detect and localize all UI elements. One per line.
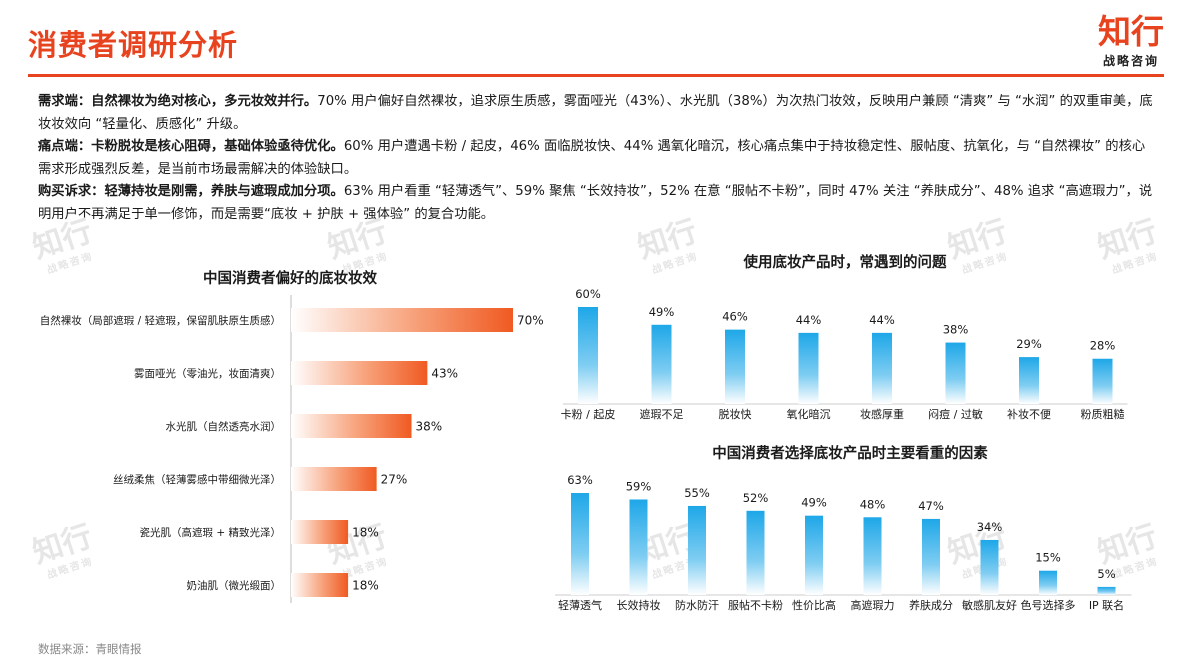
category-label: 色号选择多	[1021, 598, 1076, 612]
data-source: 数据来源：青眼情报	[38, 642, 142, 656]
bar	[922, 518, 940, 595]
category-label: 遮瑕不足	[640, 407, 684, 421]
category-label: 丝绒柔焦（轻薄雾感中带细微光泽）	[113, 473, 281, 486]
data-label: 70%	[517, 314, 544, 328]
summary-text: 70% 用户偏好自然裸妆，追求原生质感，雾面哑光（43%）、水光肌（38%）为次…	[38, 94, 1153, 132]
data-label: 60%	[575, 287, 601, 301]
category-label: 敏感肌友好	[962, 598, 1017, 612]
data-label: 18%	[352, 579, 379, 593]
bar	[629, 499, 648, 595]
summary-text: 63% 用户看重 “轻薄透气”、59% 聚焦 “长效持妆”，52% 在意 “服帖…	[38, 184, 1153, 222]
summary-pain: 痛点端：卡粉脱妆是核心阻碍，基础体验亟待优化。60% 用户遭遇卡粉 / 起皮，4…	[38, 136, 1158, 181]
bar	[725, 329, 745, 404]
bar	[746, 510, 765, 595]
category-label: 长效持妆	[617, 598, 661, 612]
category-label: 妆感厚重	[860, 407, 904, 421]
summary-text: 60% 用户遭遇卡粉 / 起皮，46% 面临脱妆快、44% 遇氧化暗沉，核心痛点…	[38, 139, 1146, 177]
category-label: 瓷光肌（高遮瑕 + 精致光泽）	[140, 526, 281, 539]
bar	[688, 505, 706, 595]
data-label: 63%	[567, 473, 593, 487]
bar	[863, 517, 882, 595]
category-label: 轻薄透气	[558, 598, 602, 612]
bar	[805, 515, 823, 595]
data-label: 34%	[977, 520, 1003, 534]
chart-title-preference: 中国消费者偏好的底妆妆效	[203, 271, 377, 287]
category-label: 性价比高	[792, 598, 836, 612]
bar	[291, 467, 377, 491]
category-label: 水光肌（自然透亮水润）	[166, 420, 282, 433]
category-label: IP 联名	[1089, 598, 1124, 612]
category-label: 高遮瑕力	[851, 598, 895, 612]
category-label: 养肤成分	[909, 598, 953, 612]
bar	[798, 332, 819, 404]
data-label: 18%	[352, 526, 379, 540]
bar	[291, 520, 349, 544]
bar	[945, 342, 966, 404]
summary-demand: 需求端：自然裸妆为绝对核心，多元妆效并行。70% 用户偏好自然裸妆，追求原生质感…	[38, 91, 1158, 136]
category-label: 服帖不卡粉	[728, 599, 783, 612]
chart-title-factors: 中国消费者选择底妆产品时主要看重的因素	[712, 446, 988, 462]
bar	[291, 308, 513, 332]
data-label: 46%	[722, 310, 748, 324]
data-label: 47%	[918, 499, 944, 513]
data-label: 38%	[943, 323, 969, 337]
category-label: 粉质粗糙	[1081, 407, 1125, 421]
category-label: 自然裸妆（局部遮瑕 / 轻遮瑕，保留肌肤原生质感）	[40, 314, 281, 327]
logo-sub-text: 战略咨询	[1102, 54, 1159, 68]
data-label: 5%	[1097, 567, 1115, 581]
summary-lead: 购买诉求：轻薄持妆是刚需，养肤与遮瑕成加分项。	[38, 184, 344, 199]
summary-lead: 需求端：自然裸妆为绝对核心，多元妆效并行。	[38, 94, 318, 109]
data-label: 29%	[1016, 337, 1042, 351]
bar	[1019, 357, 1039, 404]
data-label: 28%	[1090, 339, 1116, 353]
data-label: 44%	[796, 313, 822, 327]
bar	[291, 573, 349, 597]
category-label: 卡粉 / 起皮	[561, 408, 616, 421]
bar	[571, 493, 589, 595]
data-label: 43%	[431, 367, 458, 381]
logo-main-text: 知行	[1098, 12, 1164, 51]
bar	[291, 414, 412, 438]
chart-title-problems: 使用底妆产品时，常遇到的问题	[743, 255, 947, 271]
data-label: 44%	[869, 313, 895, 327]
title-divider	[28, 74, 1164, 77]
summary-purchase: 购买诉求：轻薄持妆是刚需，养肤与遮瑕成加分项。63% 用户看重 “轻薄透气”、5…	[38, 181, 1158, 226]
data-label: 59%	[626, 479, 652, 493]
page-title: 消费者调研分析	[28, 28, 239, 62]
data-label: 27%	[381, 473, 408, 487]
data-label: 55%	[684, 486, 710, 500]
data-label: 15%	[1035, 551, 1061, 565]
data-label: 38%	[416, 420, 443, 434]
category-label: 防水防汗	[675, 598, 719, 612]
bar	[578, 307, 598, 404]
bar	[1097, 586, 1116, 595]
bar	[1092, 358, 1113, 404]
bar	[1039, 570, 1057, 595]
data-label: 49%	[649, 305, 675, 319]
bar	[872, 332, 892, 404]
category-label: 闷痘 / 过敏	[928, 407, 983, 421]
data-label: 48%	[860, 497, 886, 511]
category-label: 氧化暗沉	[787, 407, 831, 421]
category-label: 雾面哑光（零油光，妆面清爽）	[134, 367, 281, 380]
category-label: 脱妆快	[719, 407, 752, 421]
category-label: 补妆不便	[1007, 408, 1051, 421]
summary-block: 需求端：自然裸妆为绝对核心，多元妆效并行。70% 用户偏好自然裸妆，追求原生质感…	[38, 91, 1158, 226]
bar	[651, 324, 672, 404]
data-label: 52%	[743, 491, 769, 505]
data-label: 49%	[801, 496, 827, 510]
bar	[291, 361, 428, 385]
brand-logo: 知行 战略咨询	[1098, 14, 1164, 69]
summary-lead: 痛点端：卡粉脱妆是核心阻碍，基础体验亟待优化。	[38, 139, 344, 154]
category-label: 奶油肌（微光缎面）	[187, 579, 282, 592]
bar	[980, 539, 999, 595]
